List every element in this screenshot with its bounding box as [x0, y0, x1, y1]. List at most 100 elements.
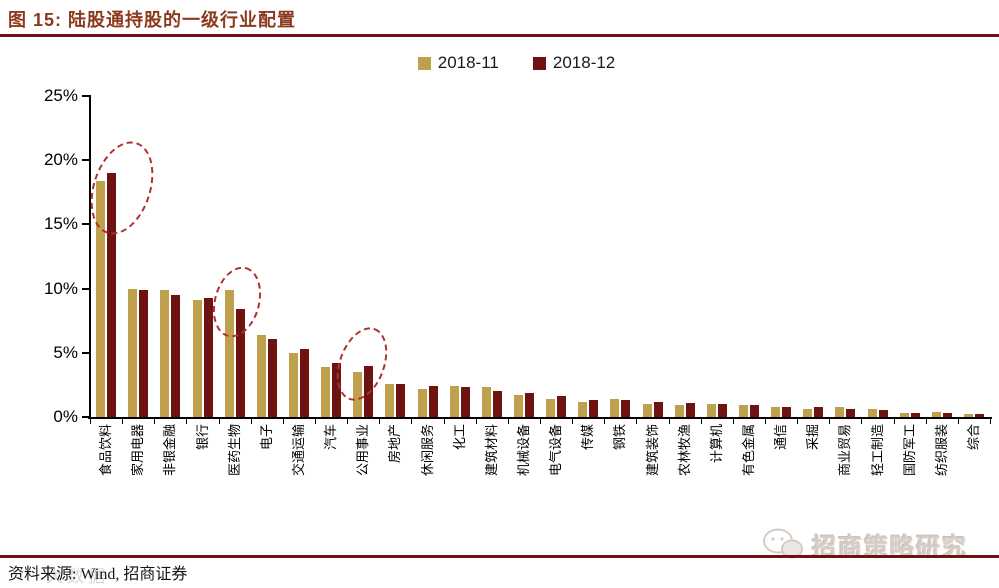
x-boundary-tick [893, 419, 895, 424]
bar-2018-12-轻工制造 [878, 409, 888, 417]
bar-2018-12-综合 [974, 413, 984, 417]
x-label-建筑装饰: 建筑装饰 [644, 424, 660, 477]
x-boundary-tick [540, 419, 541, 424]
y-axis-label-25%: 25% [43, 86, 78, 105]
bar-2018-12-食品饮料 [107, 173, 117, 417]
y-tick-0% [82, 416, 90, 418]
bar-2018-12-休闲服务 [428, 386, 438, 417]
x-boundary-tick [186, 419, 188, 424]
x-label-传媒: 传媒 [580, 424, 596, 451]
x-label-商业贸易: 商业贸易 [837, 424, 853, 477]
bar-2018-12-有色金属 [749, 405, 759, 417]
x-boundary-tick [282, 419, 284, 424]
legend-item-2018-11: 2018-11 [417, 53, 499, 73]
bar-2018-12-计算机 [717, 404, 727, 417]
bar-2018-12-传媒 [589, 400, 599, 417]
bar-2018-11-农林牧渔 [674, 405, 684, 417]
x-label-计算机: 计算机 [708, 424, 724, 464]
x-boundary-tick [990, 419, 991, 424]
bar-2018-11-汽车 [321, 366, 331, 417]
title-divider [0, 34, 999, 37]
bar-2018-12-农林牧渔 [685, 402, 695, 417]
x-boundary-tick [829, 419, 831, 424]
bar-2018-12-化工 [460, 387, 470, 417]
x-label-通信: 通信 [773, 424, 789, 451]
y-tick-25% [82, 95, 90, 97]
legend-swatch-2018-12-icon [532, 56, 546, 70]
x-boundary-tick [925, 419, 927, 424]
bar-2018-11-钢铁 [610, 399, 620, 417]
x-label-食品饮料: 食品饮料 [98, 424, 114, 477]
bar-2018-12-采掘 [814, 407, 824, 417]
bar-2018-11-公用事业 [353, 372, 363, 417]
bar-2018-11-机械设备 [513, 395, 523, 417]
x-boundary-tick [443, 419, 445, 424]
y-axis-line [89, 95, 91, 419]
x-boundary-tick [668, 419, 670, 424]
bar-2018-12-非银金融 [171, 295, 181, 417]
x-label-汽车: 汽车 [323, 424, 339, 451]
bar-2018-11-电子 [256, 334, 266, 417]
bar-2018-11-商业贸易 [835, 407, 845, 417]
bar-2018-11-有色金属 [738, 405, 748, 417]
y-tick-20% [82, 159, 90, 162]
x-label-公用事业: 公用事业 [355, 424, 371, 477]
x-boundary-tick [475, 419, 477, 424]
bar-2018-12-商业贸易 [846, 409, 856, 417]
annotation-ellipse-食品饮料 [79, 133, 165, 243]
x-boundary-tick [572, 419, 574, 424]
x-label-电子: 电子 [258, 424, 274, 451]
x-label-化工: 化工 [451, 424, 467, 451]
x-boundary-tick [90, 419, 91, 424]
x-boundary-tick [122, 419, 124, 424]
annotation-ellipse-医药生物 [205, 261, 269, 343]
x-boundary-tick [957, 419, 959, 424]
y-axis-label-0%: 0% [53, 407, 78, 426]
bar-2018-12-纺织服装 [942, 413, 952, 417]
bar-2018-11-建筑材料 [481, 387, 491, 417]
y-tick-15% [82, 223, 90, 226]
bar-2018-11-传媒 [578, 401, 588, 417]
x-boundary-tick [507, 419, 509, 424]
bar-2018-11-综合 [963, 413, 973, 417]
y-axis-label-10%: 10% [43, 278, 78, 298]
x-boundary-tick [154, 419, 156, 424]
y-axis-label-5%: 5% [53, 342, 78, 362]
bar-2018-12-交通运输 [299, 348, 309, 417]
x-label-机械设备: 机械设备 [515, 424, 531, 477]
x-label-纺织服装: 纺织服装 [933, 424, 949, 477]
x-boundary-tick [315, 419, 316, 424]
bar-2018-11-国防军工 [899, 412, 909, 417]
y-axis-label-20%: 20% [43, 150, 78, 170]
x-label-钢铁: 钢铁 [612, 424, 628, 451]
x-label-建筑材料: 建筑材料 [483, 424, 499, 477]
bar-2018-11-纺织服装 [931, 411, 941, 417]
x-boundary-tick [411, 419, 413, 424]
x-boundary-tick [218, 419, 220, 424]
bar-2018-12-银行 [203, 297, 213, 417]
bar-2018-12-建筑装饰 [653, 401, 663, 417]
x-label-采掘: 采掘 [805, 424, 821, 451]
x-boundary-tick [347, 419, 349, 424]
x-label-房地产: 房地产 [387, 424, 403, 464]
x-label-农林牧渔: 农林牧渔 [676, 424, 692, 477]
bar-2018-11-休闲服务 [417, 388, 427, 417]
bar-2018-12-建筑材料 [492, 391, 502, 417]
x-label-综合: 综合 [965, 424, 981, 451]
bar-2018-11-交通运输 [288, 352, 298, 417]
y-tick-10% [82, 287, 90, 290]
legend-swatch-2018-11-icon [417, 56, 431, 70]
x-boundary-tick [732, 419, 734, 424]
bar-2018-11-建筑装饰 [642, 404, 652, 417]
figure-title: 图 15: 陆股通持股的一级行业配置 [8, 10, 297, 30]
x-axis-line [88, 417, 992, 419]
legend-label-2018-11: 2018-11 [437, 53, 499, 72]
x-boundary-tick [379, 419, 381, 424]
bar-2018-11-通信 [771, 406, 781, 417]
x-boundary-tick [797, 419, 799, 424]
bar-2018-11-银行 [192, 300, 202, 417]
x-label-交通运输: 交通运输 [290, 424, 306, 477]
x-boundary-tick [250, 419, 252, 424]
